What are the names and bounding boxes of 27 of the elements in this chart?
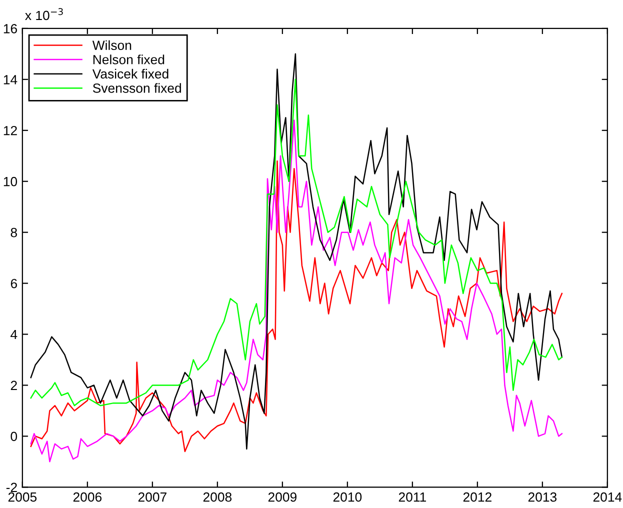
y-tick-label: 10 [4,176,18,186]
x-tick-label: 2010 [333,492,362,502]
line-series [30,78,563,406]
legend-label: Vasicek fixed [92,68,168,79]
y-tick-label: 0 [10,432,18,442]
y-tick-label: 16 [4,24,17,34]
legend-label: Wilson [92,40,132,50]
y-tick-label: 14 [4,75,18,84]
legend-label: Nelson fixed [93,54,164,64]
y-tick-label: 12 [4,126,17,136]
y-tick-label: 4 [10,330,18,340]
line-series [30,53,563,450]
x-tick-label: 2011 [398,492,426,502]
y-tick-label: 8 [10,228,17,238]
x-tick-label: 2009 [268,492,296,502]
x-tick-label: 2008 [203,492,232,502]
x-tick-label: 2014 [593,492,622,502]
legend-label: Svensson fixed [92,83,181,93]
text: x 10$^{−3}$ [25,8,63,20]
x-tick-label: 2006 [73,492,102,502]
x-tick-label: 2005 [8,492,37,502]
y-tick-label: 6 [10,278,17,288]
x-tick-label: 2013 [528,492,557,502]
y-tick-label: -2 [6,482,17,492]
x-tick-label: 2007 [138,492,166,502]
x-tick-label: 2012 [463,492,492,502]
y-tick-label: 2 [10,380,17,390]
